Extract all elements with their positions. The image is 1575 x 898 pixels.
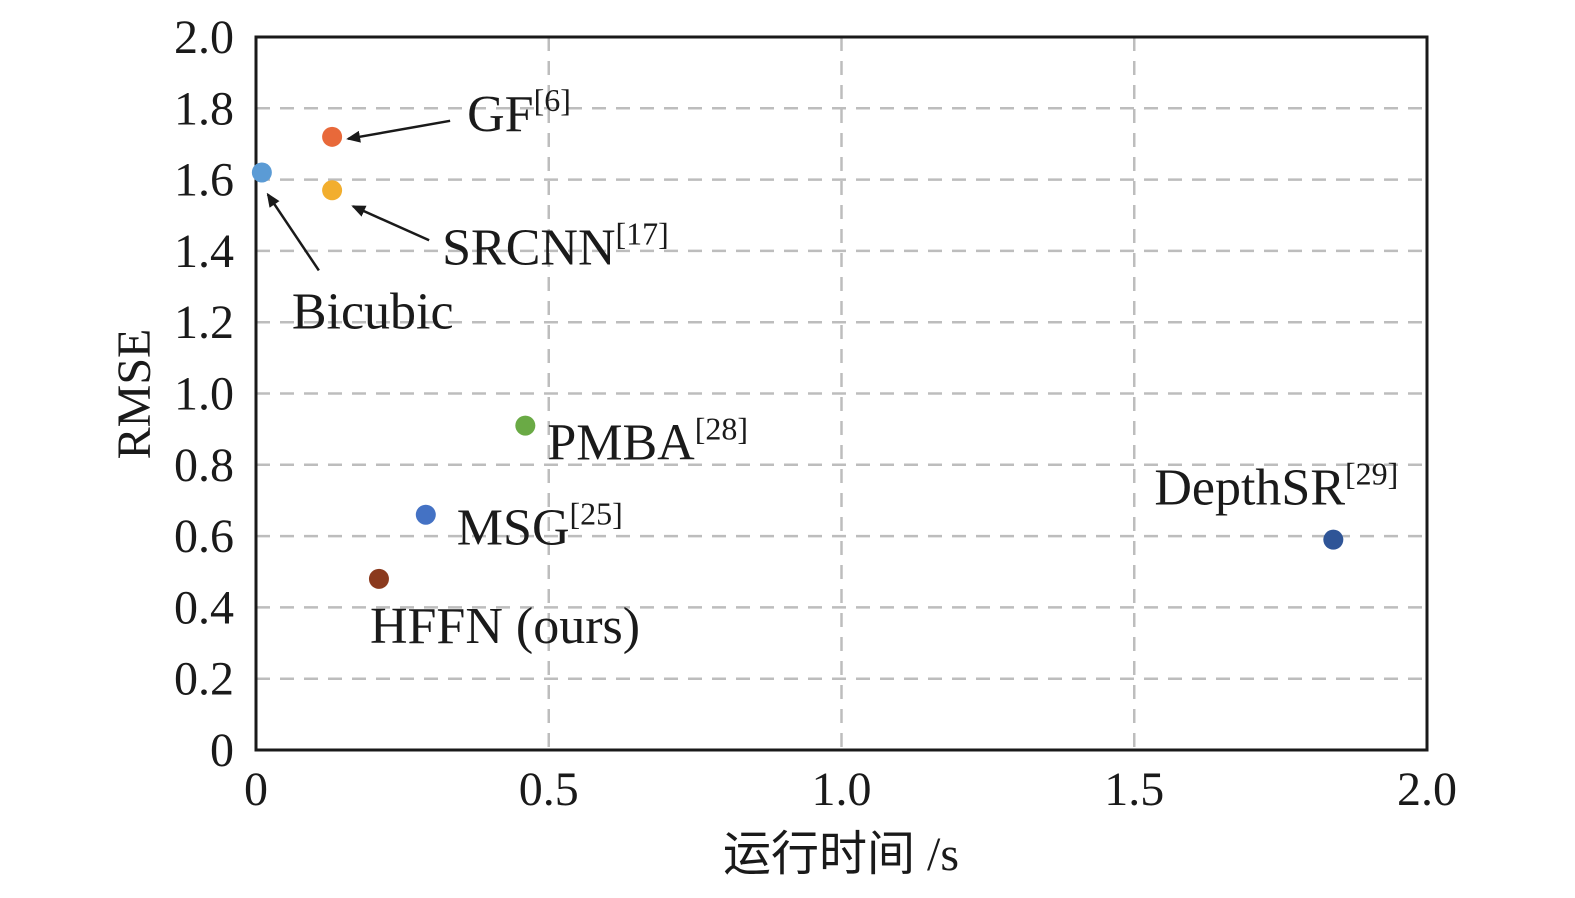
point-depthsr bbox=[1323, 529, 1344, 550]
x-axis-label: 运行时间 /s bbox=[723, 828, 959, 881]
y-tick-label: 0.8 bbox=[174, 439, 234, 492]
label-text: DepthSR bbox=[1154, 460, 1345, 517]
label-depthsr: DepthSR[29] bbox=[1154, 456, 1398, 517]
arrow-bicubic bbox=[266, 192, 320, 272]
label-gf: GF[6] bbox=[467, 82, 571, 143]
point-hffn-ours bbox=[368, 568, 389, 589]
y-tick-label: 1.4 bbox=[174, 225, 234, 278]
label-hffn-ours: HFFN (ours) bbox=[370, 598, 640, 655]
label-reference: [6] bbox=[534, 82, 571, 118]
label-reference: [29] bbox=[1345, 456, 1398, 492]
point-srcnn bbox=[322, 180, 343, 201]
plot-frame bbox=[254, 35, 1429, 752]
label-msg: MSG[25] bbox=[457, 496, 623, 557]
y-axis-label: RMSE bbox=[108, 329, 161, 460]
x-tick-labels: 0 0.5 1.0 1.5 2.0 bbox=[244, 763, 1457, 816]
data-points bbox=[251, 126, 1344, 589]
y-tick-label: 1.0 bbox=[174, 368, 234, 421]
y-tick-label: 1.8 bbox=[174, 82, 234, 135]
label-text: GF bbox=[467, 86, 533, 143]
label-bicubic: Bicubic bbox=[292, 283, 454, 340]
x-tick-label: 0.5 bbox=[519, 763, 579, 816]
point-labels: GF[6] Bicubic SRCNN[17] PMBA[28] MSG[25] HFFN… bbox=[292, 82, 1398, 655]
x-tick-label: 0 bbox=[244, 763, 268, 816]
y-tick-label: 1.6 bbox=[174, 154, 234, 207]
y-tick-label: 0.2 bbox=[174, 653, 234, 706]
y-tick-label: 1.2 bbox=[174, 296, 234, 349]
label-reference: [28] bbox=[695, 411, 748, 447]
y-tick-label: 0.6 bbox=[174, 510, 234, 563]
label-text: Bicubic bbox=[292, 283, 454, 340]
point-pmba bbox=[515, 415, 536, 436]
label-srcnn: SRCNN[17] bbox=[442, 215, 669, 276]
point-gf bbox=[322, 126, 343, 147]
y-tick-label: 0 bbox=[210, 724, 234, 777]
point-msg bbox=[415, 504, 436, 525]
label-reference: [17] bbox=[616, 215, 669, 251]
y-tick-labels: 0 0.2 0.4 0.6 0.8 1.0 1.2 1.4 1.6 1.8 2.0 bbox=[174, 11, 234, 777]
x-tick-label: 1.0 bbox=[812, 763, 872, 816]
label-reference: [25] bbox=[570, 496, 623, 532]
x-tick-label: 1.5 bbox=[1104, 763, 1164, 816]
y-tick-label: 0.4 bbox=[174, 581, 234, 634]
label-text: HFFN (ours) bbox=[370, 598, 640, 655]
y-tick-label: 2.0 bbox=[174, 11, 234, 64]
label-pmba: PMBA[28] bbox=[547, 411, 748, 472]
label-text: SRCNN bbox=[442, 219, 615, 276]
x-tick-label: 2.0 bbox=[1397, 763, 1457, 816]
grid-lines bbox=[256, 37, 1427, 750]
label-text: MSG bbox=[457, 500, 570, 557]
point-bicubic bbox=[251, 162, 272, 183]
annotation-arrows bbox=[266, 119, 451, 272]
arrow-srcnn bbox=[351, 205, 430, 242]
label-text: PMBA bbox=[547, 415, 695, 472]
arrow-gf bbox=[346, 119, 451, 143]
